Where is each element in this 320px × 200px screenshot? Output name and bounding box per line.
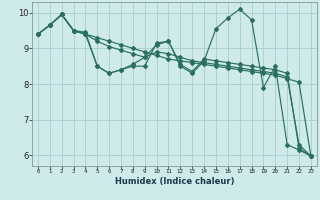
- X-axis label: Humidex (Indice chaleur): Humidex (Indice chaleur): [115, 177, 234, 186]
